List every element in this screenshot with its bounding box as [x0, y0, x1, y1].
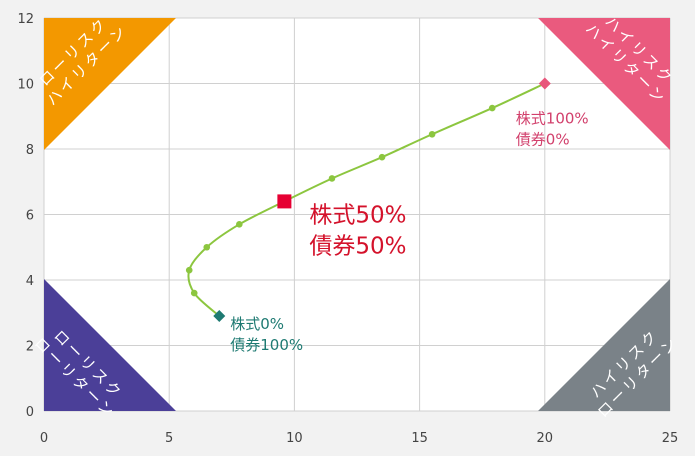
- data-point: [428, 130, 436, 138]
- corner-triangle-top-left: [44, 18, 176, 150]
- y-tick-label: 12: [17, 12, 34, 27]
- highlight-marker-diamond: [213, 310, 226, 323]
- data-point: [203, 243, 211, 251]
- y-tick-label: 4: [26, 274, 34, 289]
- highlight-label-line: 株式100%: [516, 110, 589, 128]
- data-point: [190, 289, 198, 297]
- highlight-marker-square: [277, 194, 292, 209]
- corner-triangle-top-right: [538, 18, 670, 150]
- y-tick-label: 6: [26, 209, 34, 224]
- x-tick-label: 25: [662, 431, 679, 446]
- x-tick-label: 15: [411, 431, 428, 446]
- highlight-label-line: 株式0%: [230, 315, 284, 333]
- data-point: [185, 266, 193, 274]
- axis-tick-labels: 0 5 10 15 20 25 0 2 4 6 8 10 12: [17, 12, 678, 446]
- y-tick-label: 8: [26, 143, 34, 158]
- x-tick-label: 10: [286, 431, 303, 446]
- y-tick-label: 2: [26, 340, 34, 355]
- highlight-label: 株式100% 債券0%: [516, 110, 589, 149]
- x-tick-label: 0: [40, 431, 48, 446]
- y-tick-label: 0: [26, 405, 34, 420]
- y-tick-label: 10: [17, 78, 34, 93]
- corner-triangle-bottom-left: [44, 279, 176, 411]
- highlight-label: 株式50% 債券50%: [309, 202, 406, 259]
- data-point: [236, 221, 243, 228]
- highlight-layer: 株式0% 債券100% 株式50% 債券50% 株式100% 債券0%: [213, 77, 589, 354]
- highlight-label-line: 株式50%: [309, 202, 406, 228]
- highlight-label: 株式0% 債券100%: [230, 315, 303, 354]
- highlight-label-line: 債券50%: [309, 233, 406, 259]
- data-point: [488, 104, 496, 112]
- highlight-label-line: 債券0%: [516, 131, 570, 149]
- x-tick-label: 20: [537, 431, 554, 446]
- data-point: [328, 175, 336, 182]
- corner-triangle-bottom-right: [538, 279, 670, 411]
- data-point: [378, 153, 386, 161]
- highlight-label-line: 債券100%: [230, 336, 303, 354]
- highlight-marker-diamond: [538, 77, 551, 90]
- x-tick-label: 5: [165, 431, 173, 446]
